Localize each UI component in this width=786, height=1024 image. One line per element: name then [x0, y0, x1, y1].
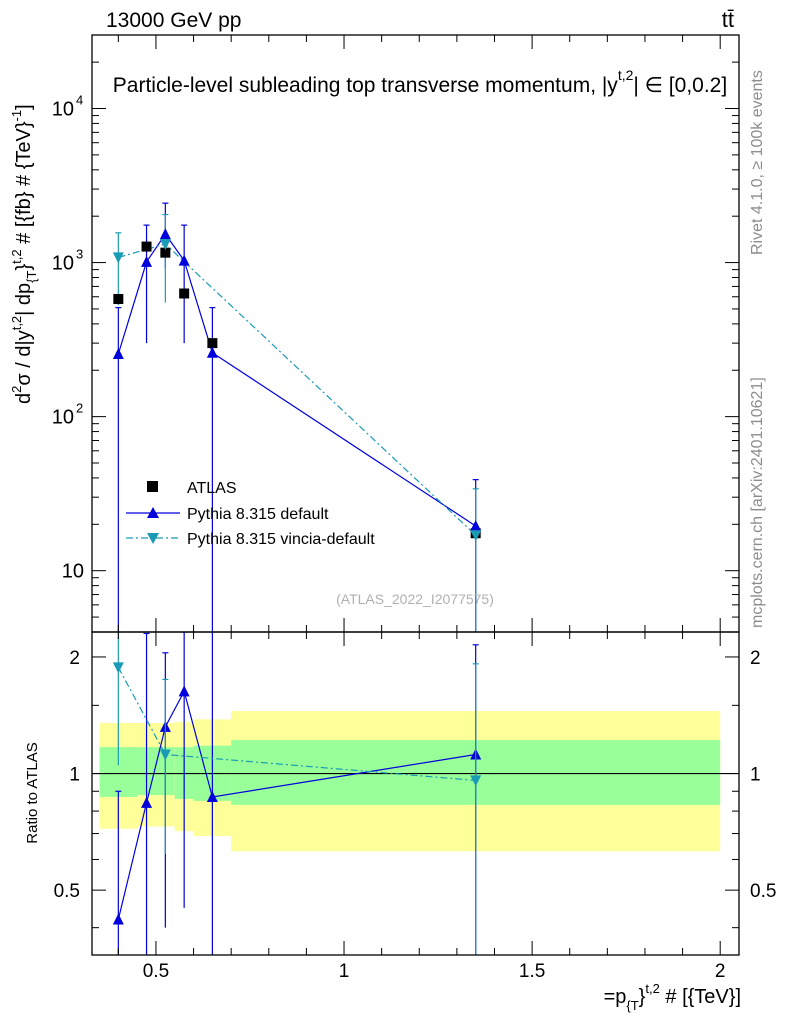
- ylabel-g: }: [13, 264, 35, 271]
- ylabel-e: | dp: [13, 283, 35, 316]
- title-sup: t,2: [618, 67, 634, 83]
- rivet-label: Rivet 4.1.0, ≥ 100k events: [749, 70, 766, 255]
- ylabel-f: {T: [24, 270, 39, 282]
- ratio-line-2: [117, 667, 476, 782]
- ylabel-d: t,2: [9, 316, 24, 330]
- ylabel-c: σ / d|y: [13, 330, 35, 385]
- series-1-marker-0: [112, 347, 124, 359]
- ytick-main-label-1: 10: [52, 407, 74, 429]
- series-1-marker-2: [159, 228, 171, 240]
- legend-label-mc1: Pythia 8.315 default: [187, 506, 329, 523]
- main-series: [112, 202, 482, 632]
- ylabel-a: d: [13, 393, 35, 404]
- data-point-2: [160, 247, 171, 258]
- ratio-1-marker-4: [206, 790, 218, 802]
- xtick-label-1: 1: [339, 961, 350, 982]
- xlabel-e: # [{TeV}]: [660, 986, 741, 1008]
- ylabel-ratio: Ratio to ATLAS: [24, 742, 41, 843]
- xlabel-c: }: [639, 986, 646, 1008]
- ytick-ratio-label-right-0: 0.5: [750, 881, 776, 902]
- ytick-main-exp-1: 2: [76, 401, 83, 416]
- series-2-marker-1: [159, 238, 171, 250]
- svg-text:=p{T}t,2 # [{TeV}]: =p{T}t,2 # [{TeV}]: [604, 981, 741, 1013]
- ytick-main-label-0: 10: [62, 561, 84, 583]
- ratio-1-marker-0: [112, 913, 124, 925]
- series-2-marker-0: [112, 252, 124, 264]
- ylabel-j: -1: [9, 110, 24, 122]
- ylabel-b: 2: [9, 386, 24, 393]
- ylabel-i: # [{fb} # {TeV}: [13, 121, 35, 249]
- legend-label-mc2: Pythia 8.315 vincia-default: [187, 531, 375, 548]
- title-tail: | ∈ [0,0.2]: [633, 74, 727, 97]
- xlabel-b: {T: [626, 998, 638, 1013]
- legend: ATLAS Pythia 8.315 default Pythia 8.315 …: [126, 480, 375, 548]
- ratio-frame: [91, 631, 740, 956]
- ytick-main-label-2: 10: [52, 253, 74, 275]
- legend-marker-data: [147, 481, 158, 492]
- plot-title: Particle-level subleading top transverse…: [113, 67, 727, 97]
- energy-label: 13000 GeV pp: [106, 9, 241, 32]
- ylabel-main: d2σ / d|yt,2| dp{T}t,2 # [{fb} # {TeV}-1…: [9, 104, 39, 404]
- legend-label-data: ATLAS: [187, 480, 237, 497]
- ylabel-k: ]: [13, 104, 35, 110]
- svg-text:Particle-level subleading top: Particle-level subleading top transverse…: [113, 67, 727, 97]
- xtick-label-3: 2: [715, 961, 726, 982]
- series-1-marker-1: [141, 255, 153, 267]
- data-point-0: [113, 294, 124, 305]
- series-2-marker-2: [470, 530, 482, 542]
- ytick-ratio-label-left-2: 2: [69, 648, 80, 669]
- series-line-1: [117, 233, 477, 527]
- title-main: Particle-level subleading top transverse…: [113, 74, 619, 97]
- ylabel-h: t,2: [9, 249, 24, 263]
- data-point-3: [179, 288, 190, 299]
- ytick-ratio-label-left-1: 1: [69, 765, 80, 786]
- series-1-marker-3: [178, 254, 190, 266]
- ratio-2-marker-0: [112, 662, 124, 674]
- legend-marker-mc1: [147, 507, 159, 518]
- data-point-1: [141, 241, 152, 252]
- ratio-series: [112, 632, 482, 955]
- ratio-uncertainty-bands: [92, 711, 739, 852]
- ytick-main-exp-3: 4: [76, 93, 83, 108]
- analysis-tag: (ATLAS_2022_I2077575): [336, 591, 494, 607]
- ratio-2-marker-2: [470, 775, 482, 787]
- axis-ticks: [92, 34, 739, 955]
- data-point-4: [207, 338, 218, 349]
- ratio-line-1: [117, 689, 476, 920]
- svg-text:d2σ / d|yt,2| dp{T}t,2 # [{fb}: d2σ / d|yt,2| dp{T}t,2 # [{fb} # {TeV}-1…: [9, 104, 39, 404]
- series-1-marker-5: [470, 520, 482, 532]
- xlabel: =p{T}t,2 # [{TeV}]: [604, 981, 741, 1013]
- ytick-main-exp-2: 3: [76, 247, 83, 262]
- mcplots-label: mcplots.cern.ch [arXiv:2401.10621]: [749, 377, 766, 628]
- xlabel-d: t,2: [645, 981, 659, 996]
- ratio-2-marker-1: [159, 749, 171, 761]
- ytick-ratio-label-right-2: 2: [750, 648, 761, 669]
- ratio-1-marker-3: [178, 685, 190, 697]
- ytick-ratio-label-left-0: 0.5: [54, 881, 80, 902]
- ytick-ratio-label-right-1: 1: [750, 765, 761, 786]
- ratio-1-marker-1: [141, 796, 153, 808]
- series-line-2: [118, 243, 477, 536]
- xlabel-a: =p: [604, 986, 627, 1008]
- xtick-label-2: 1.5: [519, 961, 545, 982]
- ytick-main-label-3: 10: [52, 99, 74, 121]
- legend-marker-mc2: [147, 533, 159, 544]
- series-1-marker-4: [206, 346, 218, 358]
- xtick-label-0: 0.5: [143, 961, 169, 982]
- process-label: tt̄: [722, 7, 734, 32]
